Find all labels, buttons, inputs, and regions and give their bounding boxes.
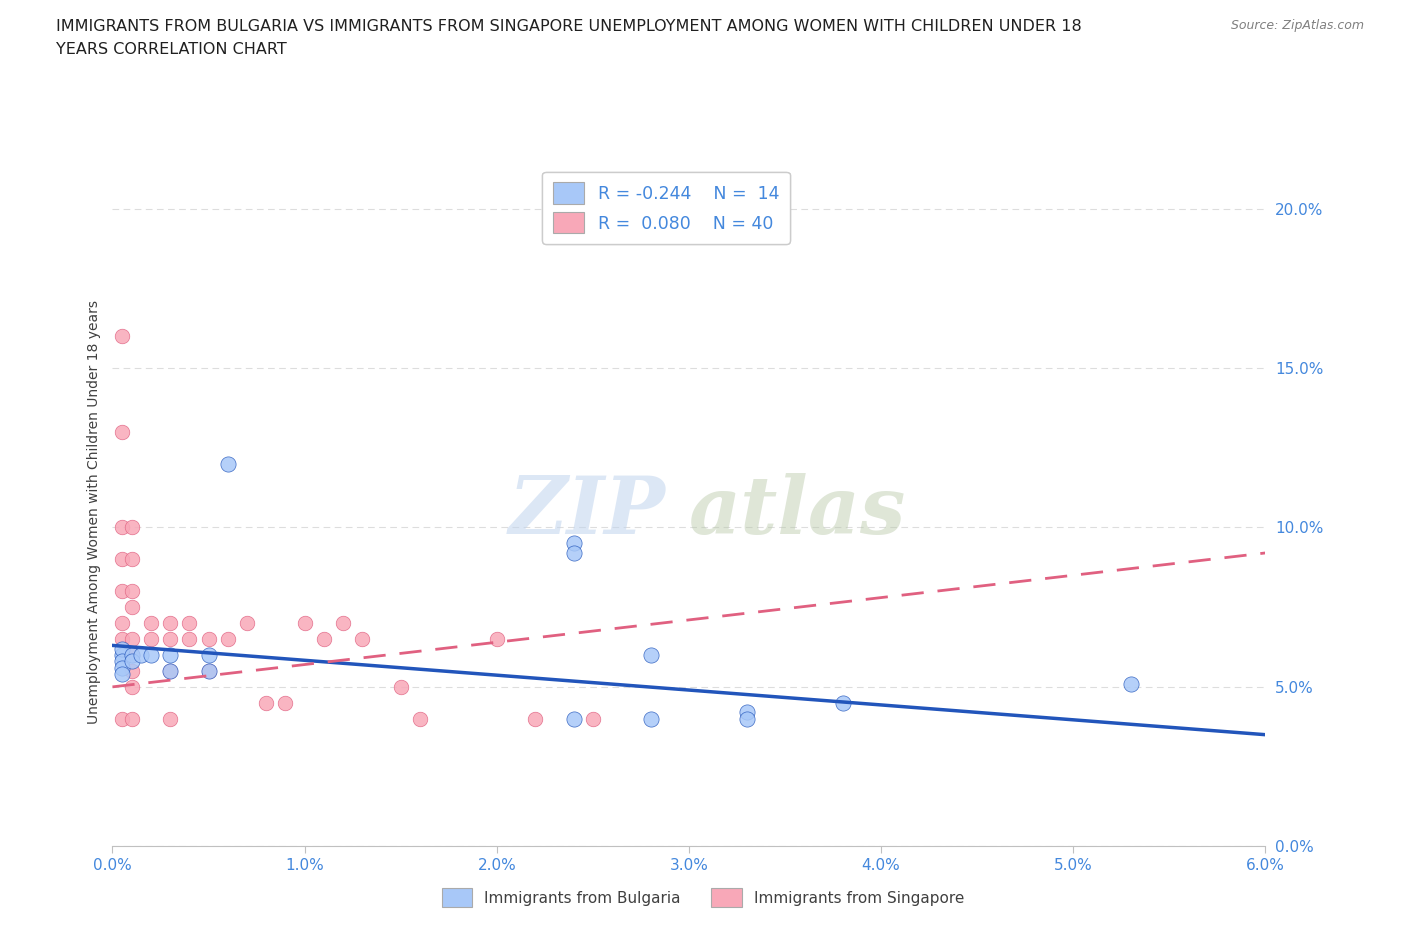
Point — [111, 584, 134, 599]
Point — [111, 660, 134, 675]
Point — [735, 705, 758, 720]
Text: ZIP: ZIP — [509, 472, 666, 551]
Point — [159, 647, 181, 662]
Point — [121, 680, 143, 695]
Point — [121, 520, 143, 535]
Point — [121, 647, 143, 662]
Point — [217, 631, 239, 646]
Point — [197, 647, 219, 662]
Point — [121, 654, 143, 669]
Point — [139, 631, 162, 646]
Point — [111, 520, 134, 535]
Point — [352, 631, 374, 646]
Point — [121, 584, 143, 599]
Point — [139, 647, 162, 662]
Point — [294, 616, 316, 631]
Point — [139, 616, 162, 631]
Point — [582, 711, 605, 726]
Text: YEARS CORRELATION CHART: YEARS CORRELATION CHART — [56, 42, 287, 57]
Point — [111, 647, 134, 662]
Point — [159, 711, 181, 726]
Point — [111, 424, 134, 439]
Point — [640, 711, 662, 726]
Point — [217, 457, 239, 472]
Point — [121, 600, 143, 615]
Legend: Immigrants from Bulgaria, Immigrants from Singapore: Immigrants from Bulgaria, Immigrants fro… — [436, 883, 970, 913]
Point — [121, 663, 143, 678]
Point — [111, 654, 134, 669]
Point — [735, 711, 758, 726]
Point — [197, 663, 219, 678]
Point — [640, 647, 662, 662]
Point — [159, 663, 181, 678]
Point — [312, 631, 335, 646]
Point — [111, 616, 134, 631]
Point — [179, 631, 201, 646]
Point — [121, 647, 143, 662]
Point — [121, 631, 143, 646]
Point — [485, 631, 508, 646]
Point — [197, 631, 219, 646]
Point — [111, 667, 134, 682]
Point — [236, 616, 259, 631]
Point — [159, 616, 181, 631]
Point — [179, 616, 201, 631]
Point — [111, 551, 134, 566]
Point — [254, 696, 277, 711]
Point — [111, 631, 134, 646]
Point — [121, 711, 143, 726]
Point — [197, 663, 219, 678]
Text: atlas: atlas — [689, 472, 907, 551]
Point — [831, 696, 853, 711]
Y-axis label: Unemployment Among Women with Children Under 18 years: Unemployment Among Women with Children U… — [87, 299, 101, 724]
Text: IMMIGRANTS FROM BULGARIA VS IMMIGRANTS FROM SINGAPORE UNEMPLOYMENT AMONG WOMEN W: IMMIGRANTS FROM BULGARIA VS IMMIGRANTS F… — [56, 19, 1083, 33]
Point — [121, 551, 143, 566]
Point — [562, 536, 585, 551]
Text: Source: ZipAtlas.com: Source: ZipAtlas.com — [1230, 19, 1364, 32]
Point — [159, 631, 181, 646]
Point — [389, 680, 412, 695]
Point — [1119, 676, 1142, 691]
Point — [111, 711, 134, 726]
Point — [159, 663, 181, 678]
Point — [409, 711, 432, 726]
Point — [111, 328, 134, 343]
Point — [274, 696, 297, 711]
Point — [562, 546, 585, 561]
Point — [129, 647, 153, 662]
Point — [332, 616, 354, 631]
Legend: R = -0.244    N =  14, R =  0.080    N = 40: R = -0.244 N = 14, R = 0.080 N = 40 — [543, 172, 790, 244]
Point — [562, 711, 585, 726]
Point — [524, 711, 547, 726]
Point — [111, 641, 134, 656]
